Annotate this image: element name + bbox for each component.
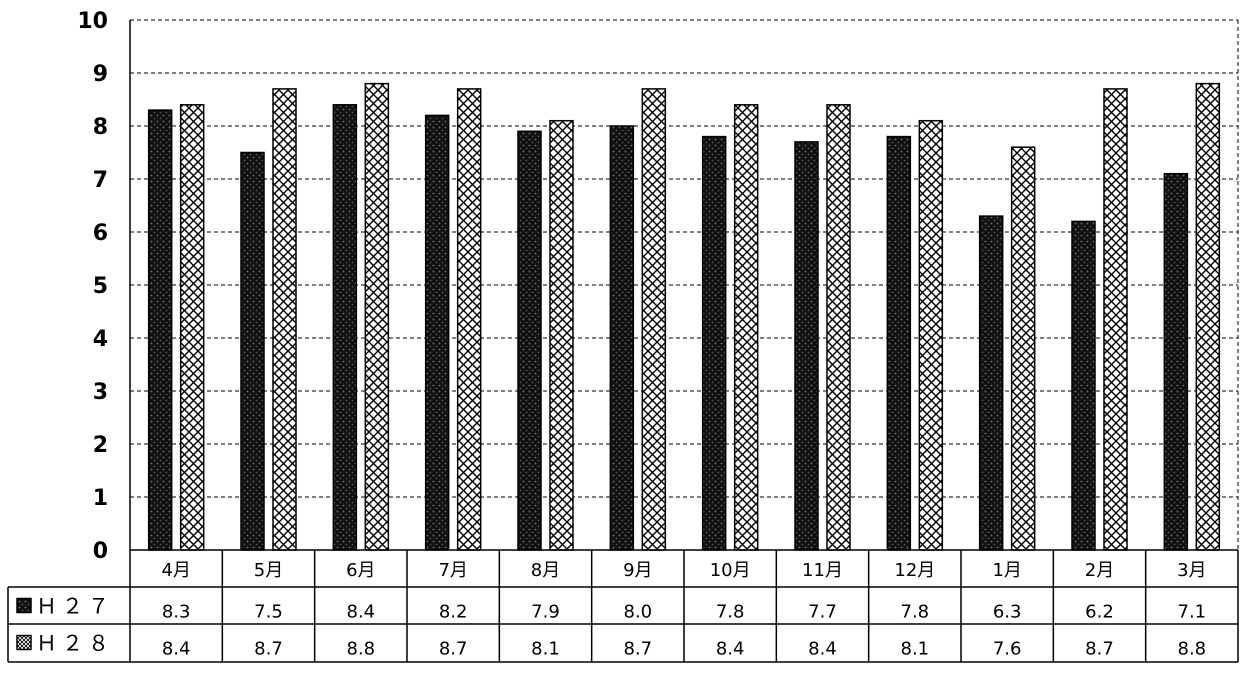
- legend-key: [16, 634, 32, 651]
- data-label: 7.9: [531, 602, 560, 623]
- data-label: 8.2: [439, 602, 468, 623]
- data-label: 8.4: [808, 639, 837, 660]
- data-label: 7.8: [901, 602, 930, 623]
- data-label: 6.2: [1085, 602, 1114, 623]
- bar: [1010, 146, 1036, 551]
- bar: [641, 88, 667, 551]
- data-label: 7.1: [1178, 602, 1207, 623]
- bar: [332, 104, 358, 551]
- x-tick-label: 10月: [710, 560, 751, 581]
- data-label: 7.8: [716, 602, 745, 623]
- bar: [733, 104, 759, 551]
- bar: [1103, 88, 1128, 551]
- bar: [978, 215, 1004, 551]
- y-tick-label: 6: [93, 221, 108, 246]
- y-tick-label: 0: [93, 539, 108, 564]
- data-label: 8.1: [531, 639, 560, 660]
- bar: [424, 114, 450, 551]
- data-label: 8.8: [347, 639, 376, 660]
- bar: [456, 88, 482, 551]
- data-label: 7.6: [993, 639, 1022, 660]
- data-label: 8.0: [624, 602, 653, 623]
- data-label: 8.7: [439, 639, 468, 660]
- bar: [240, 151, 265, 551]
- gridlines: [130, 19, 1238, 498]
- y-tick-label: 9: [93, 62, 108, 87]
- y-axis: 0 1 2 3 4 5 6 7 8 9 10: [77, 9, 1239, 564]
- y-tick-label: 10: [77, 9, 108, 34]
- x-tick-label: 4月: [161, 560, 190, 581]
- data-label: 8.7: [1085, 639, 1114, 660]
- x-tick-label: 3月: [1177, 560, 1206, 581]
- bar: [609, 125, 635, 551]
- bar: [517, 130, 542, 551]
- series-name: Ｈ２８: [36, 632, 114, 656]
- data-label: 8.4: [347, 602, 376, 623]
- bar: [1163, 172, 1189, 551]
- series-name: Ｈ２７: [36, 595, 114, 619]
- y-tick-label: 2: [93, 433, 108, 458]
- bar: [147, 109, 173, 551]
- data-label: 6.3: [993, 602, 1022, 623]
- data-label: 8.8: [1178, 639, 1207, 660]
- x-tick-label: 2月: [1085, 560, 1114, 581]
- x-tick-label: 11月: [802, 560, 843, 581]
- y-tick-label: 7: [93, 168, 108, 193]
- data-label: 8.1: [901, 639, 930, 660]
- bar: [886, 135, 912, 551]
- bar: [794, 141, 819, 551]
- data-label: 8.7: [624, 639, 653, 660]
- bar: [826, 104, 851, 551]
- data-label: 8.3: [162, 602, 191, 623]
- bar: [364, 82, 390, 551]
- data-label: 8.4: [716, 639, 745, 660]
- y-tick-label: 5: [93, 274, 108, 299]
- y-tick-label: 4: [93, 327, 108, 352]
- data-label: 7.7: [808, 602, 837, 623]
- bar: [1071, 220, 1096, 551]
- bar: [918, 119, 944, 551]
- x-tick-label: 6月: [346, 560, 375, 581]
- y-tick-label: 1: [93, 486, 108, 511]
- bars: [147, 82, 1221, 551]
- x-tick-label: 12月: [894, 560, 935, 581]
- legend-key: [16, 597, 32, 614]
- data-label: 7.5: [254, 602, 283, 623]
- y-tick-label: 8: [93, 115, 108, 140]
- bar: [1195, 82, 1221, 551]
- x-tick-label: 8月: [531, 560, 560, 581]
- data-label: 8.4: [162, 639, 191, 660]
- bar: [272, 88, 297, 551]
- y-tick-label: 3: [93, 380, 108, 405]
- x-tick-label: 1月: [992, 560, 1021, 581]
- data-table: 4月 5月 6月 7月 8月 9月 10月 11月 12月 1月 2月 3月 Ｈ２７ 8.3 7.5 8.4 8…: [7, 549, 1239, 663]
- x-tick-label: 7月: [438, 560, 467, 581]
- bar: [701, 135, 727, 551]
- x-tick-label: 9月: [623, 560, 652, 581]
- bar: [549, 119, 574, 551]
- data-label: 8.7: [254, 639, 283, 660]
- x-tick-label: 5月: [254, 560, 283, 581]
- bar: [179, 104, 205, 551]
